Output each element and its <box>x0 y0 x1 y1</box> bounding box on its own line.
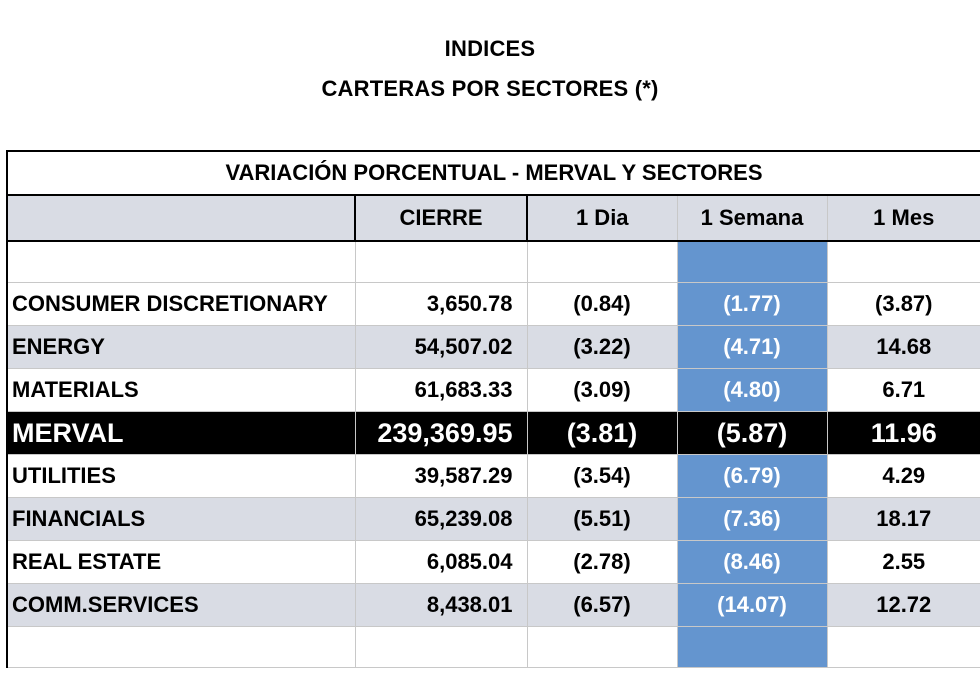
cell-name: REAL ESTATE <box>6 540 356 584</box>
cell-cierre: 65,239.08 <box>354 497 528 541</box>
cell-dia: (2.78) <box>526 540 678 584</box>
empty-cell <box>676 240 828 283</box>
cell-mes: 14.68 <box>826 325 980 369</box>
empty-cell <box>526 240 678 283</box>
table-row: ENERGY 54,507.02 (3.22) (4.71) 14.68 <box>6 325 980 369</box>
empty-cell <box>354 240 528 283</box>
cell-semana: (7.36) <box>676 497 828 541</box>
cell-dia: (3.09) <box>526 368 678 412</box>
empty-cell <box>826 240 980 283</box>
column-header-1-mes: 1 Mes <box>826 194 980 242</box>
column-header-1-dia: 1 Dia <box>526 194 678 242</box>
table-row: REAL ESTATE 6,085.04 (2.78) (8.46) 2.55 <box>6 540 980 584</box>
cell-cierre: 3,650.78 <box>354 282 528 326</box>
column-header-row: CIERRE 1 Dia 1 Semana 1 Mes <box>6 194 980 242</box>
cell-name: UTILITIES <box>6 454 356 498</box>
table-row: MERVAL 239,369.95 (3.81) (5.87) 11.96 <box>6 411 980 455</box>
cell-cierre: 8,438.01 <box>354 583 528 627</box>
column-header-name <box>6 194 356 242</box>
cell-semana: (14.07) <box>676 583 828 627</box>
cell-mes: 11.96 <box>826 411 980 455</box>
empty-cell <box>526 626 678 668</box>
cell-semana: (4.71) <box>676 325 828 369</box>
column-header-1-semana: 1 Semana <box>676 194 828 242</box>
cell-name: FINANCIALS <box>6 497 356 541</box>
cell-dia: (3.22) <box>526 325 678 369</box>
empty-cell <box>6 240 356 283</box>
cell-semana: (4.80) <box>676 368 828 412</box>
cell-cierre: 61,683.33 <box>354 368 528 412</box>
cell-dia: (3.81) <box>526 411 678 455</box>
cell-name: MATERIALS <box>6 368 356 412</box>
cell-cierre: 6,085.04 <box>354 540 528 584</box>
cell-dia: (6.57) <box>526 583 678 627</box>
table-row: FINANCIALS 65,239.08 (5.51) (7.36) 18.17 <box>6 497 980 541</box>
table-caption: VARIACIÓN PORCENTUAL - MERVAL Y SECTORES <box>5 150 980 196</box>
cell-name: COMM.SERVICES <box>6 583 356 627</box>
cell-mes: 12.72 <box>826 583 980 627</box>
cell-mes: 6.71 <box>826 368 980 412</box>
cell-mes: 2.55 <box>826 540 980 584</box>
cell-semana: (8.46) <box>676 540 828 584</box>
cell-mes: 4.29 <box>826 454 980 498</box>
cell-dia: (3.54) <box>526 454 678 498</box>
cell-name: MERVAL <box>6 411 356 455</box>
cell-mes: (3.87) <box>826 282 980 326</box>
spacer-row <box>6 240 980 283</box>
spacer-row <box>6 626 980 668</box>
cell-mes: 18.17 <box>826 497 980 541</box>
cell-cierre: 54,507.02 <box>354 325 528 369</box>
cell-dia: (0.84) <box>526 282 678 326</box>
table-row: COMM.SERVICES 8,438.01 (6.57) (14.07) 12.72 <box>6 583 980 627</box>
table-caption-row: VARIACIÓN PORCENTUAL - MERVAL Y SECTORES <box>5 150 980 196</box>
empty-cell <box>354 626 528 668</box>
cell-name: ENERGY <box>6 325 356 369</box>
page-title: INDICES <box>444 36 536 61</box>
cell-semana: (5.87) <box>676 411 828 455</box>
cell-cierre: 39,587.29 <box>354 454 528 498</box>
table-row: MATERIALS 61,683.33 (3.09) (4.80) 6.71 <box>6 368 980 412</box>
table-row: CONSUMER DISCRETIONARY 3,650.78 (0.84) (1.7… <box>6 282 980 326</box>
cell-semana: (1.77) <box>676 282 828 326</box>
cell-name: CONSUMER DISCRETIONARY <box>6 282 356 326</box>
cell-dia: (5.51) <box>526 497 678 541</box>
page-subtitle: CARTERAS POR SECTORES (*) <box>321 76 659 101</box>
empty-cell <box>826 626 980 668</box>
table-row: UTILITIES 39,587.29 (3.54) (6.79) 4.29 <box>6 454 980 498</box>
sector-variation-table: VARIACIÓN PORCENTUAL - MERVAL Y SECTORES… <box>5 150 980 668</box>
cell-cierre: 239,369.95 <box>354 411 528 455</box>
empty-cell <box>676 626 828 668</box>
empty-cell <box>6 626 356 668</box>
column-header-cierre: CIERRE <box>354 194 528 242</box>
cell-semana: (6.79) <box>676 454 828 498</box>
